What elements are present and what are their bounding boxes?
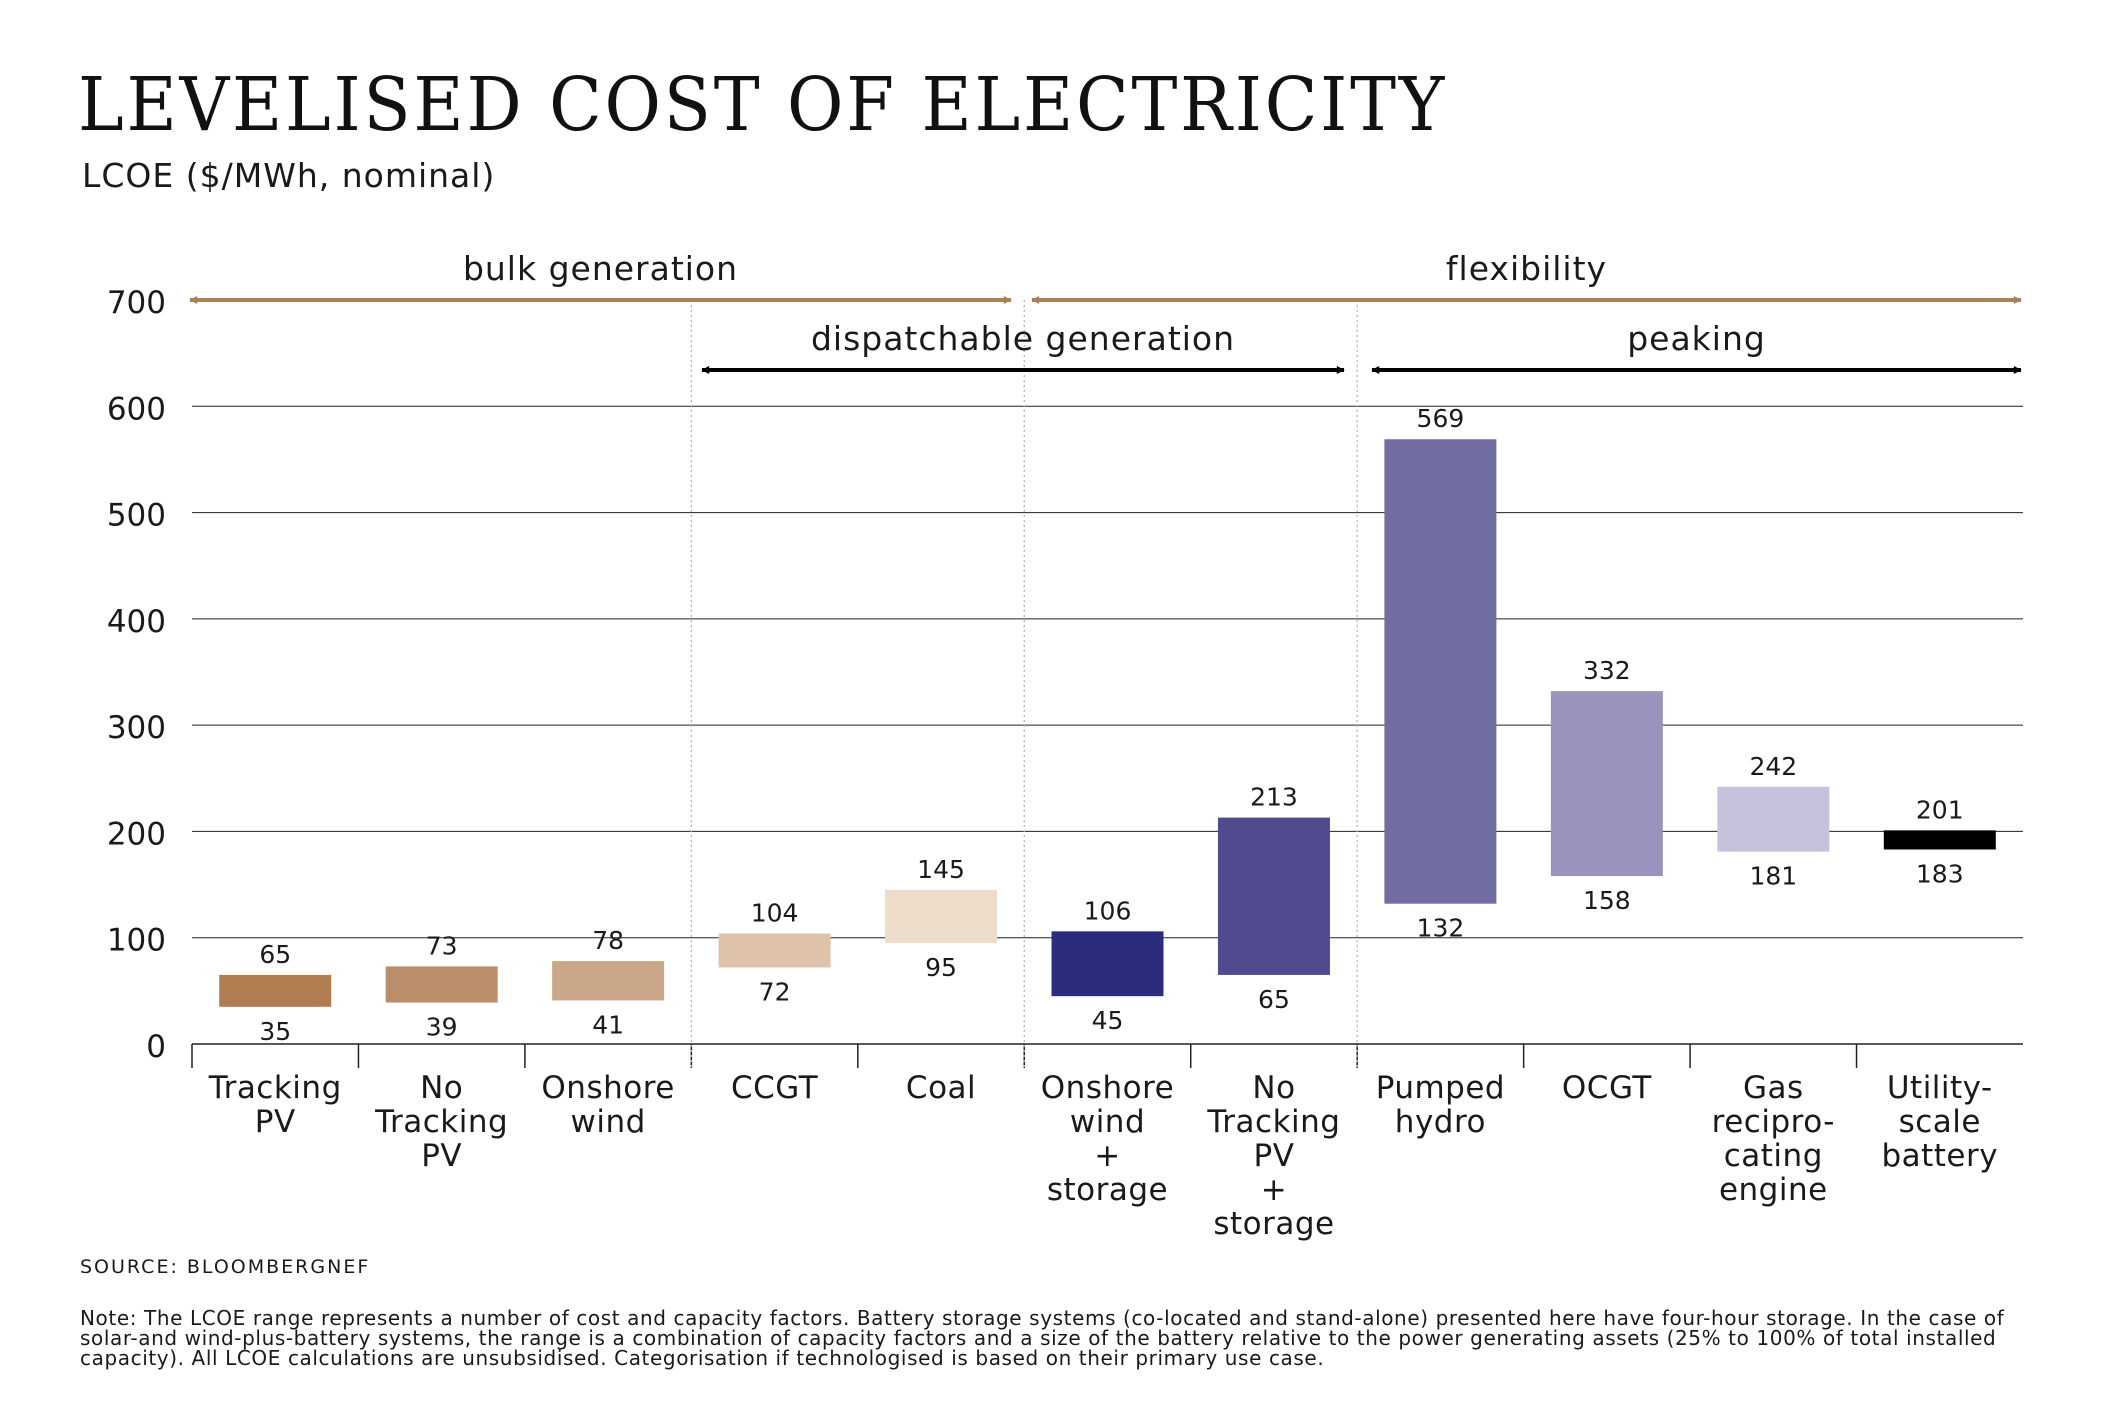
- data-label-low: 41: [592, 1010, 624, 1039]
- data-label-high: 73: [426, 931, 458, 960]
- data-label-high: 213: [1250, 783, 1298, 812]
- data-label-low: 158: [1583, 886, 1631, 915]
- page-title: LEVELISED COST OF ELECTRICITY: [78, 62, 1448, 148]
- bar-range: [1717, 786, 1830, 852]
- x-category-label: Tracking: [374, 1104, 508, 1140]
- group-label: flexibility: [1446, 249, 1607, 288]
- data-label-low: 65: [1258, 985, 1290, 1014]
- bar-range: [552, 961, 665, 1001]
- x-category-label: Pumped: [1376, 1070, 1505, 1106]
- bar-range: [1550, 691, 1663, 877]
- x-category-label: wind: [570, 1104, 645, 1140]
- x-category-label: Utility-: [1887, 1070, 1993, 1106]
- data-label-low: 183: [1916, 859, 1964, 888]
- data-label-low: 132: [1417, 914, 1465, 943]
- x-category-label: No: [420, 1070, 463, 1106]
- x-category-label: cating: [1724, 1138, 1823, 1174]
- y-tick-label: 700: [107, 285, 166, 321]
- bar-range: [1883, 830, 1996, 850]
- source-label: SOURCE: BLOOMBERGNEF: [80, 1256, 371, 1278]
- x-category-label: Onshore: [1041, 1070, 1174, 1106]
- x-category-label: +: [1094, 1138, 1120, 1174]
- data-label-low: 45: [1092, 1006, 1124, 1035]
- x-category-label: Gas: [1743, 1070, 1804, 1106]
- data-label-high: 104: [751, 898, 799, 927]
- footnote: Note: The LCOE range represents a number…: [80, 1306, 2005, 1370]
- x-category-label: Tracking: [1206, 1104, 1340, 1140]
- y-tick-label: 600: [107, 391, 166, 427]
- x-category-label: scale: [1899, 1104, 1981, 1140]
- chart-subtitle: LCOE ($/MWh, nominal): [82, 156, 496, 195]
- x-category-label: recipro-: [1712, 1104, 1835, 1140]
- x-category-label: Tracking: [208, 1070, 342, 1106]
- data-label-high: 332: [1583, 656, 1631, 685]
- y-tick-label: 500: [107, 498, 166, 534]
- group-label: dispatchable generation: [811, 319, 1235, 358]
- y-tick-label: 200: [107, 816, 166, 852]
- x-category-label: PV: [1254, 1138, 1295, 1174]
- x-category-label: CCGT: [731, 1070, 819, 1106]
- bar-range: [885, 889, 998, 944]
- bar-range: [1051, 931, 1164, 997]
- data-label-low: 95: [925, 953, 957, 982]
- data-label-high: 65: [259, 940, 291, 969]
- bar-range: [219, 974, 332, 1007]
- x-category-label: engine: [1719, 1172, 1828, 1208]
- x-category-label: No: [1252, 1070, 1295, 1106]
- data-label-high: 242: [1749, 752, 1797, 781]
- data-label-low: 181: [1749, 862, 1797, 891]
- data-label-low: 72: [759, 977, 791, 1006]
- x-category-label: PV: [255, 1104, 296, 1140]
- x-category-label: Onshore: [541, 1070, 674, 1106]
- x-category-label: wind: [1070, 1104, 1145, 1140]
- bar-range: [1217, 817, 1330, 975]
- bar-range: [718, 933, 831, 968]
- data-label-low: 39: [426, 1013, 458, 1042]
- data-label-high: 569: [1417, 404, 1465, 433]
- data-label-high: 145: [917, 855, 965, 884]
- group-label: bulk generation: [463, 249, 738, 288]
- x-category-label: Coal: [906, 1070, 976, 1106]
- x-category-label: PV: [421, 1138, 462, 1174]
- x-category-label: storage: [1047, 1172, 1168, 1208]
- data-label-high: 106: [1084, 896, 1132, 925]
- data-label-low: 35: [259, 1017, 291, 1046]
- x-category-label: hydro: [1395, 1104, 1486, 1140]
- data-label-high: 78: [592, 926, 624, 955]
- y-tick-label: 100: [107, 923, 166, 959]
- y-tick-label: 0: [146, 1029, 166, 1065]
- bar-range: [385, 966, 498, 1003]
- group-label: peaking: [1627, 319, 1766, 358]
- x-category-label: storage: [1213, 1206, 1334, 1242]
- data-label-high: 201: [1916, 795, 1964, 824]
- y-tick-label: 300: [107, 710, 166, 746]
- x-category-label: battery: [1881, 1138, 1998, 1174]
- bar-range: [1384, 439, 1497, 904]
- y-tick-label: 400: [107, 604, 166, 640]
- x-category-label: +: [1261, 1172, 1287, 1208]
- x-category-label: OCGT: [1562, 1070, 1652, 1106]
